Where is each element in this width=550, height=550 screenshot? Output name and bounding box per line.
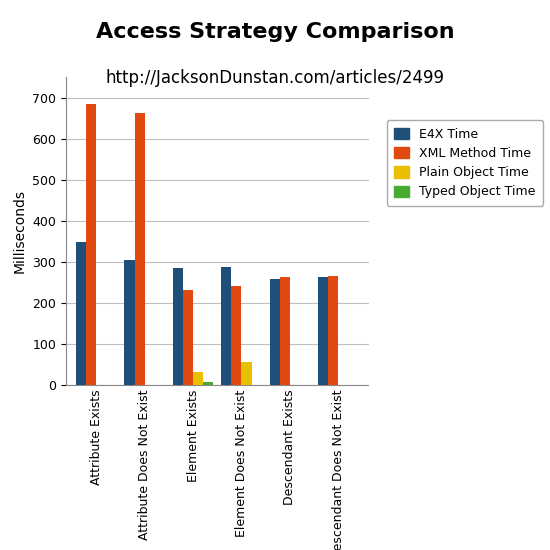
Bar [124,260,135,385]
Text: Access Strategy Comparison: Access Strategy Comparison [96,22,454,42]
Bar [318,277,328,385]
Bar [328,276,338,385]
Legend: E4X Time, XML Method Time, Plain Object Time, Typed Object Time: E4X Time, XML Method Time, Plain Object … [387,120,543,206]
Bar [270,279,280,385]
Bar [232,287,241,385]
Bar [280,277,290,385]
Bar [86,104,96,385]
Bar [183,290,193,385]
Bar [221,267,232,385]
Bar [241,362,251,385]
Text: http://JacksonDunstan.com/articles/2499: http://JacksonDunstan.com/articles/2499 [106,69,444,87]
Bar [135,113,145,385]
Bar [173,268,183,385]
Bar [76,242,86,385]
Bar [193,372,203,385]
Bar [203,382,213,385]
Y-axis label: Milliseconds: Milliseconds [13,189,27,273]
